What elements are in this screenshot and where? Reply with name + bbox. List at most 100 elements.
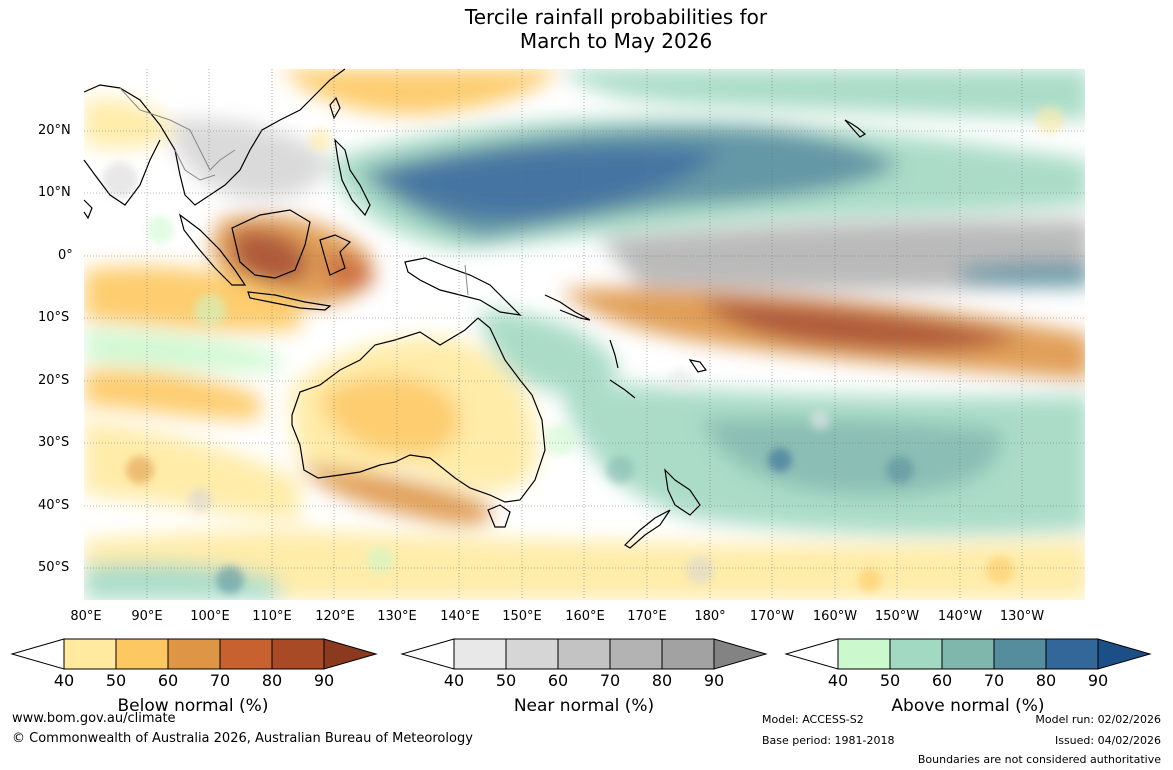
latitude-label: 20°S	[38, 373, 70, 388]
map-gridlines	[84, 69, 1085, 600]
south-asia-below	[84, 98, 175, 148]
colorbar-segment	[115, 638, 169, 670]
model-run-date: Model run: 02/02/2026	[1035, 713, 1161, 726]
texture-blob	[768, 448, 792, 472]
texture-blob	[858, 568, 882, 592]
model-name: Model: ACCESS-S2	[762, 713, 864, 726]
longitude-label: 90°E	[131, 609, 163, 624]
near-normal-colorbar	[400, 638, 768, 670]
colorbar-segment	[889, 638, 943, 670]
colorbar-segment	[609, 638, 663, 670]
website-link[interactable]: www.bom.gov.au/climate	[12, 711, 176, 726]
vanuatu-coastline	[609, 339, 619, 369]
texture-blob	[606, 456, 634, 484]
colorbar-tick-label: 70	[209, 671, 231, 690]
colorbar-tick-label: 40	[53, 671, 75, 690]
fiji-coastline	[688, 359, 708, 373]
border-line	[119, 87, 236, 171]
colorbar-segment	[661, 638, 715, 670]
colorbar-tick-label: 70	[983, 671, 1005, 690]
philippines-coastline	[334, 138, 371, 217]
longitude-label: 130°W	[999, 609, 1045, 624]
probability-fine-texture	[102, 106, 1064, 594]
indian-ocean-above	[84, 330, 280, 371]
latitude-label: 10°N	[38, 185, 71, 200]
latitude-label: 30°S	[38, 435, 70, 450]
country-borders	[119, 87, 469, 296]
colorbar-tick-label: 70	[599, 671, 621, 690]
colorbar-tick-label: 80	[261, 671, 283, 690]
latitude-label: 10°S	[38, 310, 70, 325]
longitude-label: 170°W	[749, 609, 795, 624]
longitude-label: 130°E	[377, 609, 417, 624]
colorbar-tick-label: 90	[1087, 671, 1109, 690]
sri-lanka-coastline	[83, 199, 93, 220]
texture-blob	[668, 368, 692, 392]
latitude-label: 0°	[58, 248, 73, 263]
colorbar-segment	[453, 638, 507, 670]
colorbar-tick-label: 60	[157, 671, 179, 690]
texture-blob	[216, 566, 244, 594]
texture-blob	[986, 556, 1014, 584]
texture-blob	[544, 424, 576, 456]
colorbar-segment	[271, 638, 325, 670]
north-pacific-below	[280, 69, 560, 115]
longitude-label: 140°W	[937, 609, 983, 624]
longitude-label: 100°E	[190, 609, 230, 624]
colorbar-tick-label: 80	[1035, 671, 1057, 690]
texture-blob	[126, 456, 154, 484]
asia-near-normal	[170, 119, 330, 199]
texture-blob	[886, 456, 914, 484]
colorbar-tick-label: 40	[827, 671, 849, 690]
longitude-label: 180°	[694, 609, 726, 624]
colorbar-segment	[219, 638, 273, 670]
probability-fields	[84, 69, 1085, 600]
solomon-islands-coastline	[544, 294, 591, 321]
sumatra-coastline	[178, 213, 247, 286]
taiwan-coastline	[329, 96, 341, 120]
colorbar-tick-label: 60	[931, 671, 953, 690]
border-line	[464, 264, 469, 296]
longitude-label: 120°E	[315, 609, 355, 624]
colorbar-segment	[993, 638, 1047, 670]
longitude-label: 150°W	[874, 609, 920, 624]
mainland-asia-coastline	[83, 68, 346, 206]
near-normal-legend-title: Near normal (%)	[513, 696, 655, 716]
colorbar-right-triangle	[323, 638, 378, 670]
south-pacific-above-core	[700, 418, 1002, 495]
below-normal-legend-title: Below normal (%)	[117, 696, 269, 716]
longitude-label: 140°E	[440, 609, 480, 624]
above-normal-peak	[380, 146, 720, 219]
indian-ocean-mid	[84, 420, 300, 520]
borneo-coastline	[231, 209, 311, 279]
indian-ocean-below-normal	[84, 266, 300, 332]
coastlines	[83, 68, 867, 549]
colorbar-tick-label: 40	[443, 671, 465, 690]
longitude-label: 160°W	[812, 609, 858, 624]
southern-australia-below	[300, 465, 492, 525]
colorbar-tick-label: 90	[703, 671, 725, 690]
sulawesi-below-normal	[325, 253, 375, 290]
australia-coastline	[291, 317, 546, 503]
colorbar-segment	[941, 638, 995, 670]
below-normal-colorbar	[10, 638, 378, 670]
colorbar-tick-label: 80	[651, 671, 673, 690]
above-normal-colorbar	[784, 638, 1152, 670]
latitude-label: 50°S	[38, 560, 70, 575]
texture-blob	[810, 410, 830, 430]
india-coastline	[83, 139, 161, 206]
colorbar-segment	[557, 638, 611, 670]
longitude-label: 80°E	[70, 609, 102, 624]
longitude-label: 150°E	[502, 609, 542, 624]
colorbar-segment	[1045, 638, 1099, 670]
colorbar-right-triangle	[1097, 638, 1152, 670]
new-caledonia-coastline	[609, 379, 636, 399]
texture-blob	[188, 488, 212, 512]
sulawesi-coastline	[319, 234, 352, 276]
new-zealand-south-coastline	[624, 509, 671, 549]
colorbar-segment	[505, 638, 559, 670]
texture-blob	[194, 294, 226, 326]
above-normal-legend-title: Above normal (%)	[891, 696, 1045, 716]
colorbar-tick-label: 60	[547, 671, 569, 690]
